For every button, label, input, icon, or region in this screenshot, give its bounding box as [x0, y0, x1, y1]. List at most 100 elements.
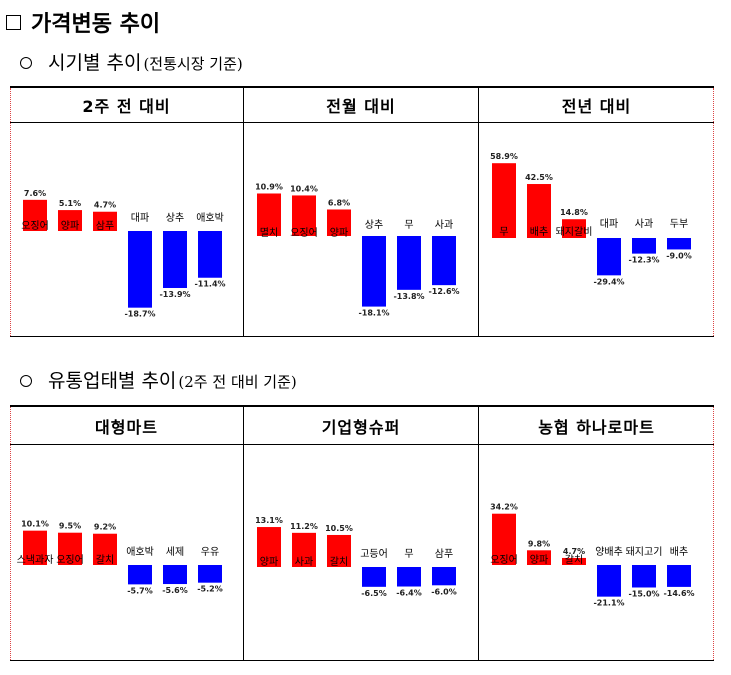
- bar-2-2: [562, 219, 586, 238]
- category-label-5-1: 양파: [530, 554, 548, 566]
- data-label-5-3: -21.1%: [593, 599, 624, 608]
- data-label-0-5: -11.4%: [194, 280, 225, 289]
- bar-1-3: [362, 236, 386, 307]
- data-label-1-5: -12.6%: [428, 287, 459, 296]
- bar-0-5: [198, 231, 222, 278]
- bar-0-2: [93, 211, 117, 231]
- category-label-2-3: 대파: [600, 218, 618, 230]
- data-label-4-1: 11.2%: [290, 522, 318, 531]
- category-label-2-2: 돼지갈비: [556, 225, 593, 238]
- data-label-4-3: -6.5%: [361, 589, 387, 598]
- data-label-4-4: -6.4%: [396, 589, 422, 598]
- data-label-0-0: 7.6%: [24, 189, 46, 198]
- data-label-5-2: 4.7%: [563, 547, 585, 556]
- data-label-2-1: 42.5%: [525, 173, 553, 182]
- data-label-2-2: 14.8%: [560, 208, 588, 217]
- data-label-0-1: 5.1%: [59, 199, 81, 208]
- chart-month: 10.9% 멸치 10.4% 오징어 6.8% 양파 -18.1% 상추 -13.8% 무 -12.…: [255, 182, 459, 318]
- data-label-0-4: -13.9%: [159, 290, 190, 299]
- chart-title-month: 전월 대비: [326, 97, 396, 116]
- section2-panel: 대형마트 기업형슈퍼 농협 하나로마트 10.1% 스낵과자 9.5% 오징어 9.2%…: [10, 405, 714, 661]
- data-label-4-2: 10.5%: [325, 524, 353, 533]
- bar-0-0: [23, 199, 47, 231]
- category-label-3-0: 스낵과자: [17, 554, 54, 566]
- data-label-3-0: 10.1%: [21, 520, 49, 529]
- category-label-2-0: 무: [499, 227, 508, 238]
- section2-basis: (2주 전 대비 기준): [178, 373, 297, 391]
- bar-5-4: [632, 565, 656, 588]
- category-label-4-4: 무: [404, 549, 413, 560]
- chart-title-hanaro: 농협 하나로마트: [538, 417, 655, 437]
- category-label-4-5: 삼푸: [435, 548, 453, 560]
- bar-2-3: [597, 238, 621, 276]
- bar-3-0: [23, 530, 47, 565]
- category-label-2-4: 사과: [635, 218, 653, 230]
- bar-0-4: [163, 231, 187, 288]
- data-label-4-0: 13.1%: [255, 516, 283, 525]
- chart-title-hypermarket: 대형마트: [95, 417, 158, 437]
- bar-2-5: [667, 238, 691, 250]
- data-label-3-3: -5.7%: [127, 586, 153, 595]
- bar-4-5: [432, 567, 456, 586]
- chart-title-ssm: 기업형슈퍼: [321, 417, 401, 437]
- bar-3-5: [198, 565, 222, 583]
- category-label-3-3: 애호박: [126, 546, 154, 558]
- category-label-4-3: 고등어: [360, 548, 388, 560]
- bar-4-1: [292, 532, 316, 567]
- checkbox-square-icon: [6, 14, 21, 30]
- section1-heading: 시기별 추이 (전통시장 기준): [20, 48, 243, 75]
- section1-basis: (전통시장 기준): [143, 55, 243, 73]
- bar-2-4: [632, 238, 656, 254]
- chart-hanaro: 34.2% 오징어 9.8% 양파 4.7%갈치 -21.1% 양배추 -15.0% 돼지고기 -…: [490, 503, 694, 608]
- bar-4-3: [362, 567, 386, 587]
- section1-panel: 2주 전 대비 전월 대비 전년 대비 7.6% 오징어 5.1% 양파 4.7% 삼푸 -…: [10, 86, 714, 337]
- category-label-0-1: 양파: [61, 220, 79, 232]
- data-label-1-3: -18.1%: [358, 309, 389, 318]
- category-label-5-2: 갈치: [565, 553, 583, 566]
- bar-1-4: [397, 236, 421, 290]
- category-label-1-5: 사과: [435, 219, 453, 231]
- bar-5-3: [597, 565, 621, 597]
- data-label-3-5: -5.2%: [197, 585, 223, 594]
- category-label-3-2: 갈치: [96, 553, 114, 566]
- bar-0-3: [128, 231, 152, 308]
- bar-1-0: [257, 193, 281, 236]
- data-label-0-2: 4.7%: [94, 201, 116, 210]
- chart-ssm: 13.1% 양파 11.2% 사과 10.5% 갈치 -6.5% 고등어 -6.4% 무 -6.0%…: [255, 516, 457, 598]
- circle-bullet-icon: [20, 57, 32, 69]
- category-label-3-5: 우유: [201, 546, 219, 558]
- chart-hypermarket: 10.1% 스낵과자 9.5% 오징어 9.2% 갈치 -5.7% 애호박 -5.6% 세제 -5.…: [17, 520, 223, 596]
- bar-4-4: [397, 567, 421, 587]
- section2-title: 유통업태별 추이: [48, 370, 177, 392]
- category-label-1-0: 멸치: [260, 227, 278, 239]
- category-label-5-0: 오징어: [490, 554, 518, 566]
- data-label-3-2: 9.2%: [94, 523, 116, 532]
- chart-year: 58.9% 무 42.5% 배추 14.8% 돼지갈비 -29.4% 대파 -12.3% 사과 -9…: [490, 152, 692, 286]
- data-label-4-5: -6.0%: [431, 587, 457, 596]
- data-label-5-5: -14.6%: [663, 589, 694, 598]
- data-label-0-3: -18.7%: [124, 310, 155, 319]
- data-label-1-1: 10.4%: [290, 184, 318, 193]
- category-label-2-1: 배추: [530, 226, 548, 238]
- category-label-1-4: 무: [404, 220, 413, 231]
- chart-2weeks: 7.6% 오징어 5.1% 양파 4.7% 삼푸 -18.7% 대파 -13.9% 상추 -11.4…: [21, 189, 225, 319]
- category-label-3-4: 세제: [166, 546, 184, 558]
- bar-5-5: [667, 565, 691, 587]
- bar-1-2: [327, 209, 351, 236]
- data-label-3-4: -5.6%: [162, 586, 188, 595]
- bar-1-5: [432, 236, 456, 286]
- category-label-1-3: 상추: [365, 219, 383, 231]
- category-label-2-5: 두부: [670, 219, 688, 230]
- category-label-4-1: 사과: [295, 556, 313, 568]
- section1-title: 시기별 추이: [48, 52, 142, 74]
- data-label-1-0: 10.9%: [255, 182, 283, 191]
- chart-title-2weeks: 2주 전 대비: [82, 97, 171, 116]
- data-label-2-0: 58.9%: [490, 152, 518, 161]
- category-label-0-5: 애호박: [196, 212, 224, 224]
- data-label-1-4: -13.8%: [393, 292, 424, 301]
- bar-2-1: [527, 184, 551, 238]
- bar-5-2: [562, 557, 586, 565]
- bar-3-4: [163, 565, 187, 585]
- bar-2-0: [492, 163, 516, 238]
- page-title-text: 가격변동 추이: [31, 12, 161, 37]
